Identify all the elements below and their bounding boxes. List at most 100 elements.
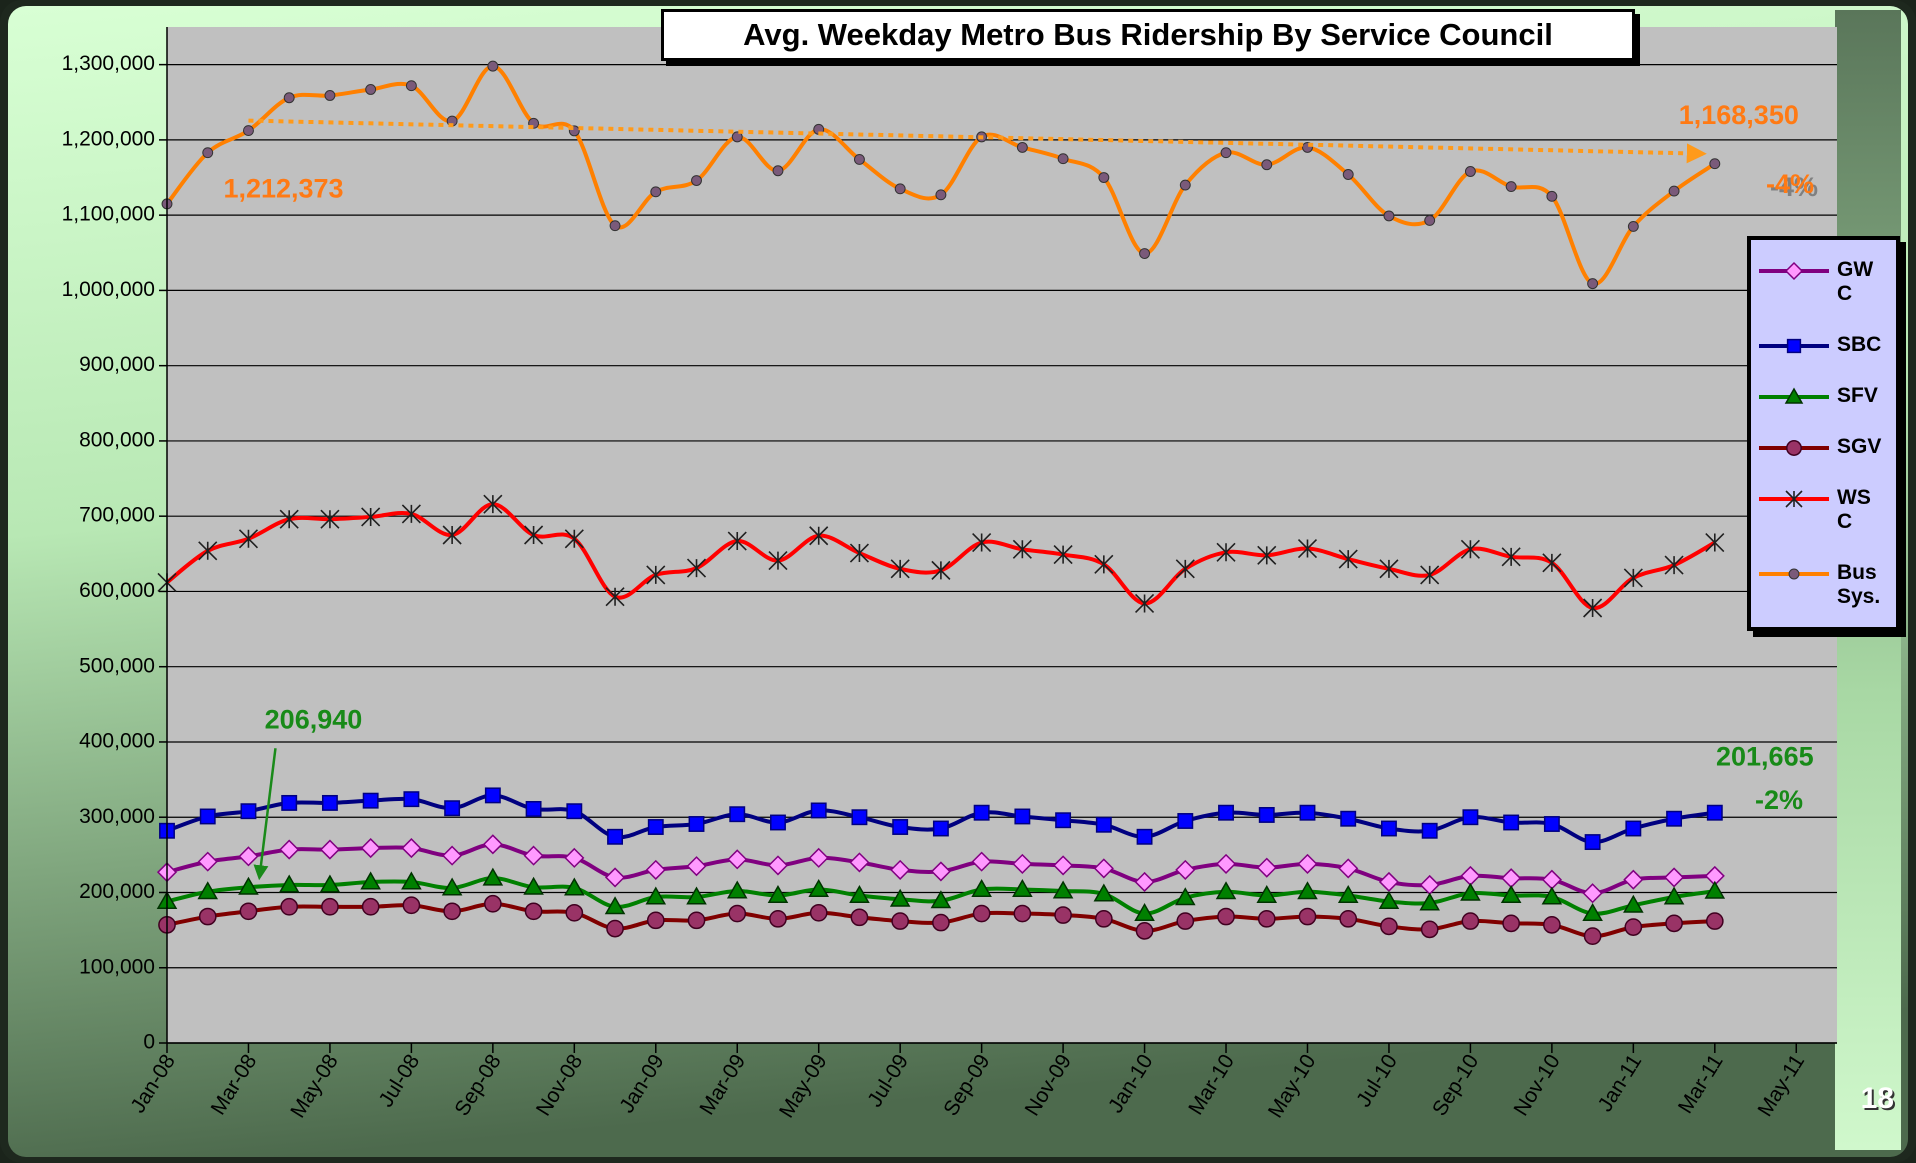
marker-triangle (1215, 881, 1237, 900)
marker-square (1625, 820, 1642, 837)
marker-circle (1380, 917, 1398, 936)
marker-diamond (564, 847, 585, 868)
marker-circle (1543, 915, 1561, 934)
marker-circle (565, 903, 584, 922)
marker-diamond (1784, 261, 1804, 280)
marker-circle (932, 913, 950, 932)
marker-dot (1709, 158, 1721, 170)
marker-diamond (1338, 858, 1359, 879)
marker-diamond (197, 851, 218, 872)
legend-swatch (1759, 261, 1829, 280)
marker-diamond (1664, 867, 1685, 888)
marker-dot (1057, 153, 1069, 165)
marker-diamond (767, 855, 789, 876)
marker-square (1706, 804, 1723, 821)
marker-diamond (1093, 858, 1114, 879)
y-tick-label: 300,000 (79, 805, 155, 828)
marker-star (320, 509, 340, 529)
marker-square (281, 794, 298, 811)
legend-swatch (1759, 338, 1829, 353)
legend-swatch (1759, 440, 1829, 456)
marker-triangle (1012, 878, 1033, 897)
marker-dot (691, 175, 702, 186)
value-label: 1,212,373 (223, 174, 343, 204)
legend: GWC SBC SFV SGV WSC Bus Sys. (1747, 236, 1900, 631)
marker-triangle (1500, 884, 1522, 903)
marker-circle (1665, 914, 1683, 933)
marker-dot (405, 80, 417, 92)
marker-square (647, 819, 664, 835)
marker-triangle (1541, 886, 1563, 905)
marker-star (198, 541, 218, 561)
marker-diamond (1256, 857, 1277, 878)
marker-triangle (889, 888, 911, 907)
marker-circle (1461, 912, 1480, 930)
marker-diamond (279, 839, 300, 860)
marker-star (279, 509, 299, 529)
marker-circle (687, 911, 706, 930)
marker-diamond (360, 838, 381, 859)
marker-triangle (1623, 894, 1644, 913)
marker-star (1542, 553, 1562, 573)
marker-dot (324, 90, 336, 101)
marker-diamond (482, 834, 503, 855)
annotation: -2% (1755, 785, 1803, 815)
marker-circle (402, 896, 421, 915)
marker-diamond (604, 867, 626, 888)
marker-square (1503, 814, 1520, 831)
marker-circle (443, 902, 461, 921)
legend-swatch (1759, 387, 1829, 404)
legend-item: SFV (1751, 384, 1896, 408)
marker-triangle (197, 881, 219, 900)
marker-square (525, 800, 542, 817)
marker-triangle (726, 880, 748, 899)
marker-square (1258, 807, 1275, 823)
chart-title: Avg. Weekday Metro Bus Ridership By Serv… (661, 9, 1635, 61)
marker-diamond (442, 845, 463, 866)
marker-square (1421, 822, 1438, 839)
marker-triangle (1460, 882, 1481, 901)
marker-star (849, 543, 870, 563)
marker-triangle (238, 876, 259, 895)
y-tick-label: 1,100,000 (62, 203, 155, 226)
marker-diamond (1378, 871, 1400, 893)
value-label: 206,940 (265, 704, 363, 734)
marker-star (931, 560, 951, 580)
marker-diamond (1175, 859, 1196, 880)
marker-dot (1505, 181, 1517, 192)
marker-square (1462, 809, 1479, 826)
trend-arrow (248, 118, 1707, 164)
y-tick-label: 200,000 (79, 880, 155, 903)
marker-star (809, 526, 829, 546)
marker-diamond (1053, 855, 1074, 876)
legend-label: SBC (1837, 332, 1882, 356)
marker-square (566, 803, 583, 820)
legend-swatch (1759, 568, 1829, 580)
marker-star (1705, 532, 1725, 553)
y-tick-label: 1,000,000 (62, 278, 155, 301)
marker-dot (772, 165, 784, 177)
marker-triangle (1134, 903, 1155, 922)
marker-square (362, 792, 379, 809)
marker-dot (1342, 169, 1354, 180)
marker-dot (1383, 210, 1395, 222)
marker-square (1786, 338, 1802, 353)
marker-triangle (1175, 887, 1196, 906)
marker-triangle (278, 874, 300, 893)
marker-circle (198, 907, 217, 926)
marker-square (1136, 828, 1153, 845)
marker-dot (894, 183, 906, 195)
marker-triangle (1419, 892, 1440, 911)
marker-dot (1627, 220, 1639, 232)
marker-dot (283, 92, 295, 104)
marker-triangle (523, 876, 544, 895)
marker-star (1257, 545, 1277, 565)
marker-circle (524, 902, 543, 921)
marker-dot (202, 147, 214, 159)
marker-square (1543, 816, 1560, 832)
marker-triangle (1093, 883, 1115, 902)
legend-label: SGV (1837, 435, 1882, 459)
y-tick-label: 1,200,000 (62, 127, 155, 150)
legend-label: SFV (1837, 383, 1878, 407)
